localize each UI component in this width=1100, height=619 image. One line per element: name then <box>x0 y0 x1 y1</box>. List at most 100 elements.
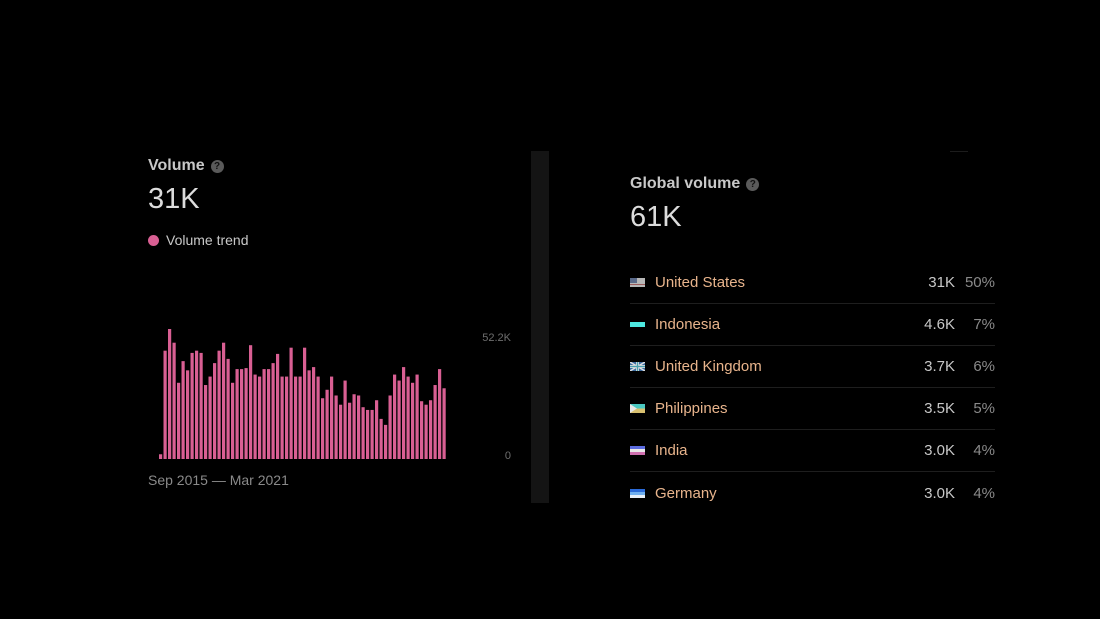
chart-bar[interactable] <box>370 409 374 459</box>
chart-bar[interactable] <box>213 363 217 459</box>
country-volume: 3.7K <box>924 358 955 375</box>
country-name[interactable]: Indonesia <box>655 316 721 333</box>
chart-bar[interactable] <box>298 376 302 459</box>
chart-bar[interactable] <box>231 382 235 459</box>
chart-bar[interactable] <box>307 370 311 459</box>
chart-bar[interactable] <box>303 347 307 459</box>
country-row[interactable]: United States 31K 50% <box>630 262 995 304</box>
country-volume: 3.5K <box>924 400 955 417</box>
chart-bar[interactable] <box>258 376 262 459</box>
country-name[interactable]: United Kingdom <box>655 358 762 375</box>
country-list: United States 31K 50% Indonesia 4.6K 7% … <box>630 262 995 514</box>
chart-bar[interactable] <box>429 400 433 459</box>
chart-bar[interactable] <box>366 409 370 459</box>
volume-title-text: Volume <box>148 157 205 174</box>
chart-bar[interactable] <box>204 385 208 459</box>
y-tick-zero: 0 <box>505 450 511 462</box>
chart-bar[interactable] <box>334 395 338 459</box>
volume-trend-chart[interactable]: 52.2K 0 <box>148 320 528 470</box>
chart-bar[interactable] <box>352 394 356 459</box>
country-volume: 3.0K <box>924 442 955 459</box>
chart-bar[interactable] <box>415 374 419 459</box>
chart-bar[interactable] <box>262 369 266 459</box>
chart-bar[interactable] <box>388 395 392 459</box>
chart-bar[interactable] <box>402 367 406 459</box>
chart-bar[interactable] <box>285 376 289 459</box>
country-volume: 3.0K <box>924 484 955 502</box>
chart-bar[interactable] <box>357 395 361 459</box>
country-percent: 4% <box>973 442 995 459</box>
country-name[interactable]: Philippines <box>655 400 728 417</box>
chart-bar[interactable] <box>195 350 199 459</box>
chart-bar[interactable] <box>276 353 280 459</box>
legend-dot-icon <box>148 234 159 246</box>
chart-bar[interactable] <box>420 401 424 459</box>
chart-bar[interactable] <box>208 376 212 459</box>
chart-bar[interactable] <box>406 376 410 459</box>
chart-bar[interactable] <box>267 369 271 459</box>
flag-de-icon <box>630 488 645 498</box>
chart-bar[interactable] <box>244 368 248 459</box>
chart-bar[interactable] <box>393 374 397 459</box>
chart-bar[interactable] <box>325 389 329 459</box>
chart-bar[interactable] <box>343 380 347 459</box>
chart-bar[interactable] <box>438 369 442 459</box>
country-row[interactable]: Philippines 3.5K 5% <box>630 388 995 430</box>
chart-bar[interactable] <box>411 382 415 459</box>
chart-bar[interactable] <box>172 342 176 459</box>
chart-bar[interactable] <box>294 376 298 459</box>
chart-bar[interactable] <box>339 404 343 459</box>
country-volume: 4.6K <box>924 316 955 333</box>
country-name[interactable]: United States <box>655 274 746 291</box>
global-volume-title-text: Global volume <box>630 175 741 192</box>
chart-bar[interactable] <box>190 352 194 459</box>
country-name[interactable]: Germany <box>655 484 717 502</box>
chart-bar[interactable] <box>249 345 253 459</box>
chart-bar[interactable] <box>312 367 316 459</box>
chart-bar[interactable] <box>181 361 185 459</box>
chart-bar[interactable] <box>330 376 334 459</box>
country-name[interactable]: India <box>655 442 688 459</box>
chart-bar[interactable] <box>159 454 163 459</box>
country-row[interactable]: Indonesia 4.6K 7% <box>630 304 995 346</box>
question-circle-icon[interactable]: ? <box>210 159 224 173</box>
chart-bar[interactable] <box>280 376 284 459</box>
chart-bar[interactable] <box>316 376 320 459</box>
country-percent: 7% <box>973 316 995 333</box>
chart-bar[interactable] <box>375 400 379 459</box>
chart-bar[interactable] <box>397 380 401 459</box>
chart-bar[interactable] <box>168 329 172 459</box>
chart-bar[interactable] <box>222 342 226 459</box>
chart-bar[interactable] <box>321 398 325 459</box>
chart-bar[interactable] <box>442 388 446 459</box>
volume-value: 31K <box>148 183 200 215</box>
country-row[interactable]: Germany 3.0K 4% <box>630 472 995 514</box>
chart-bar[interactable] <box>379 418 383 459</box>
chart-bar[interactable] <box>361 407 365 459</box>
question-circle-icon[interactable]: ? <box>746 177 760 191</box>
chart-bar[interactable] <box>424 404 428 459</box>
country-row[interactable]: United Kingdom 3.7K 6% <box>630 346 995 388</box>
chart-bar[interactable] <box>348 402 352 459</box>
chart-bar[interactable] <box>384 424 388 459</box>
chart-bar[interactable] <box>235 369 239 459</box>
chart-bar[interactable] <box>199 352 203 459</box>
chart-bar[interactable] <box>240 369 244 459</box>
chart-bar[interactable] <box>271 363 275 459</box>
chart-bar[interactable] <box>289 347 293 459</box>
country-row[interactable]: India 3.0K 4% <box>630 430 995 472</box>
chart-bar[interactable] <box>186 370 190 459</box>
country-percent: 4% <box>973 484 995 502</box>
chart-bar[interactable] <box>163 350 167 459</box>
chart-bar[interactable] <box>253 374 257 459</box>
chart-bar[interactable] <box>217 350 221 459</box>
chart-bar[interactable] <box>177 382 181 459</box>
flag-gb-icon <box>630 362 645 371</box>
chart-bar[interactable] <box>433 385 437 459</box>
chart-bar[interactable] <box>226 358 230 459</box>
country-percent: 6% <box>973 358 995 375</box>
y-tick-max: 52.2K <box>482 332 511 344</box>
global-volume-value: 61K <box>630 201 682 233</box>
flag-us-icon <box>630 278 645 287</box>
